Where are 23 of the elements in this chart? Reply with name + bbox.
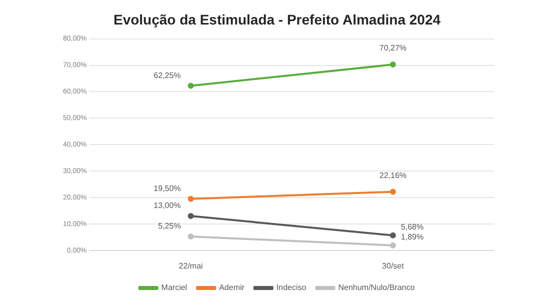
- point: [188, 196, 194, 202]
- data-label: 19,50%: [154, 184, 181, 194]
- legend-label: Ademir: [219, 283, 245, 292]
- x-tick-label: 22/mai: [178, 261, 204, 270]
- legend-label: Marciel: [161, 283, 188, 292]
- point: [390, 188, 396, 195]
- chart-title: Evolução da Estimulada - Prefeito Almadina 2024: [113, 11, 441, 28]
- data-label: 70,27%: [379, 44, 407, 53]
- point: [188, 213, 194, 220]
- point: [390, 232, 396, 238]
- data-label: 1,89%: [400, 232, 424, 242]
- data-label: 5,68%: [400, 222, 424, 232]
- data-label: 5,25%: [158, 222, 181, 231]
- point: [188, 82, 194, 89]
- point: [390, 242, 396, 248]
- point: [188, 234, 194, 240]
- data-label: 22,16%: [379, 170, 407, 180]
- data-label: 13,00%: [154, 201, 181, 210]
- x-tick-label: 30/set: [382, 261, 405, 270]
- legend-label: Indeciso: [276, 283, 307, 292]
- data-label: 62,25%: [154, 70, 181, 80]
- legend-label: Nenhum/Nulo/Branco: [338, 283, 416, 292]
- point: [390, 62, 396, 68]
